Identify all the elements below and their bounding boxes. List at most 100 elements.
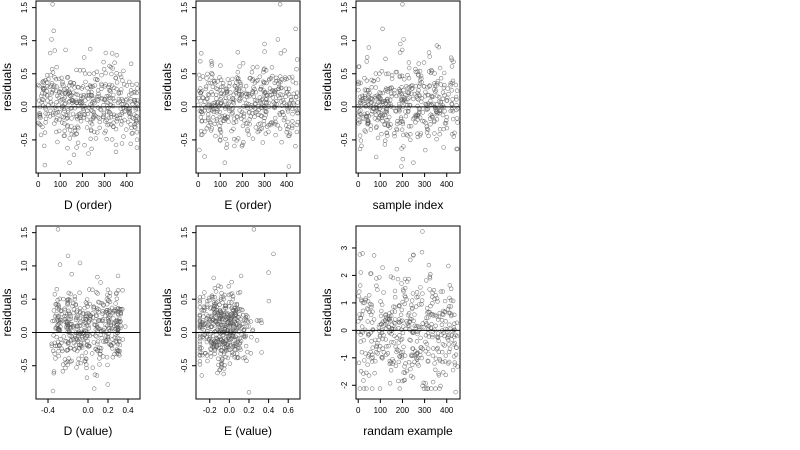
data-point xyxy=(112,114,117,120)
data-point xyxy=(130,101,135,107)
data-point xyxy=(366,45,371,50)
data-point xyxy=(357,146,363,152)
data-point xyxy=(87,71,92,77)
data-point xyxy=(274,75,279,81)
data-point xyxy=(245,121,250,126)
data-point xyxy=(375,135,381,141)
data-point xyxy=(115,327,121,332)
data-point xyxy=(223,303,229,308)
data-point xyxy=(229,350,235,355)
data-point xyxy=(222,345,227,350)
data-point xyxy=(242,118,247,123)
data-point xyxy=(111,92,116,98)
data-point xyxy=(424,321,429,326)
outlier-point xyxy=(398,41,403,47)
data-point xyxy=(69,116,74,121)
data-point xyxy=(83,98,88,103)
data-point xyxy=(70,111,76,117)
data-point xyxy=(61,334,66,339)
plot-frame xyxy=(355,225,461,400)
data-point xyxy=(226,83,232,89)
data-point xyxy=(134,81,139,87)
data-point xyxy=(68,291,73,297)
data-point xyxy=(220,84,226,89)
data-point xyxy=(243,83,249,89)
data-point xyxy=(206,123,211,129)
data-point xyxy=(228,90,233,95)
data-point xyxy=(232,143,237,149)
data-point xyxy=(406,60,412,65)
data-point xyxy=(98,346,104,351)
data-point xyxy=(423,333,429,338)
data-point xyxy=(249,335,254,340)
data-point xyxy=(60,91,65,96)
data-point xyxy=(449,337,454,342)
data-point xyxy=(217,114,223,120)
y-tick-label: 0.5 xyxy=(20,68,29,80)
data-point xyxy=(134,119,139,124)
data-point xyxy=(121,68,126,74)
data-point xyxy=(225,355,231,361)
data-point xyxy=(440,359,445,365)
data-point xyxy=(397,320,402,325)
data-point xyxy=(272,80,277,86)
data-point xyxy=(429,93,434,99)
data-point xyxy=(206,112,211,117)
data-point xyxy=(39,93,44,99)
data-point xyxy=(257,74,262,79)
data-point xyxy=(250,65,256,70)
data-point xyxy=(398,337,403,343)
data-point xyxy=(238,113,244,118)
data-point xyxy=(436,349,441,355)
data-point xyxy=(235,50,241,55)
data-point xyxy=(451,298,456,304)
data-point xyxy=(206,325,211,330)
data-point xyxy=(428,303,433,309)
data-point xyxy=(119,141,125,146)
data-point xyxy=(259,105,265,110)
data-point xyxy=(384,97,390,102)
data-point xyxy=(369,85,374,90)
data-point xyxy=(389,86,394,91)
data-point xyxy=(406,75,412,81)
data-point xyxy=(264,99,269,105)
data-point xyxy=(222,160,228,165)
data-point xyxy=(114,80,120,85)
data-point xyxy=(54,129,59,135)
x-tick-label: 0 xyxy=(36,180,41,189)
data-point xyxy=(81,92,86,98)
y-tick-label: 1.5 xyxy=(180,227,189,239)
data-point xyxy=(246,132,252,137)
data-point xyxy=(390,275,396,281)
data-point xyxy=(81,322,87,327)
data-point xyxy=(65,146,70,151)
y-tick-label: 0 xyxy=(340,328,349,333)
data-point xyxy=(43,77,48,83)
data-point xyxy=(119,112,124,117)
data-point xyxy=(370,309,375,314)
data-point xyxy=(52,75,57,80)
data-point xyxy=(423,381,428,386)
data-point xyxy=(54,64,59,70)
data-point xyxy=(84,297,90,302)
data-point xyxy=(406,360,412,365)
data-point xyxy=(135,86,140,91)
data-point xyxy=(230,110,236,116)
data-point xyxy=(408,257,413,263)
data-point xyxy=(372,94,377,99)
data-point xyxy=(214,110,219,115)
data-point xyxy=(419,79,424,85)
data-point xyxy=(450,367,456,373)
data-point xyxy=(89,146,94,152)
data-point xyxy=(133,105,138,110)
panel-p1: 0 100 200 300 400 -0.5 0.0 0.5 1.0 1.5 D (order) re… xyxy=(0,0,141,212)
data-point xyxy=(121,134,126,139)
data-point xyxy=(294,90,300,95)
data-point xyxy=(423,89,428,95)
data-point xyxy=(433,293,438,298)
y-tick-label: 1.0 xyxy=(180,35,189,47)
data-point xyxy=(127,79,132,85)
data-point xyxy=(205,302,210,307)
data-point xyxy=(119,101,124,107)
data-point xyxy=(366,333,371,338)
